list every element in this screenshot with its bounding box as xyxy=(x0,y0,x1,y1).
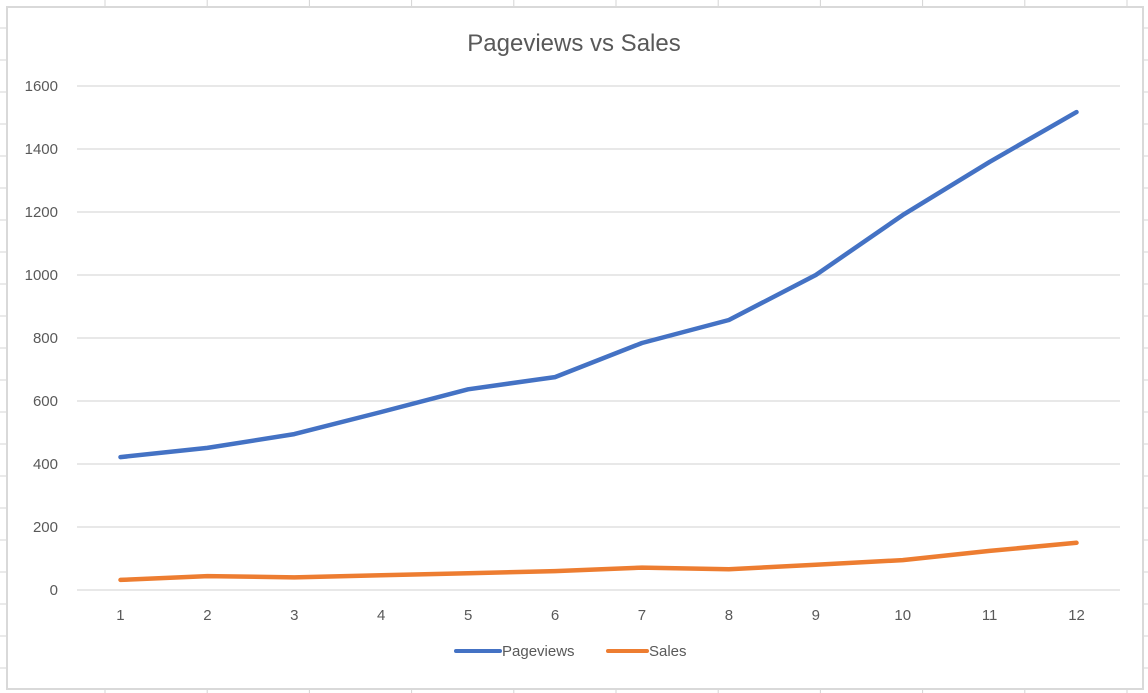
y-tick-label: 1400 xyxy=(25,141,58,158)
x-tick-label: 7 xyxy=(638,607,646,624)
series-lines xyxy=(118,109,1079,583)
x-axis-labels: 1 2 3 4 5 6 7 8 9 10 11 12 xyxy=(116,607,1085,624)
series-line-sales[interactable] xyxy=(118,540,1079,583)
y-gridlines xyxy=(77,85,1120,591)
y-tick-label: 200 xyxy=(33,519,58,536)
series-line-pageviews[interactable] xyxy=(118,109,1079,460)
x-tick-label: 4 xyxy=(377,607,385,624)
y-tick-label: 1000 xyxy=(25,267,58,284)
y-tick-label: 1600 xyxy=(25,78,58,95)
x-tick-label: 12 xyxy=(1068,607,1085,624)
legend-label-sales: Sales xyxy=(649,643,687,660)
x-tick-label: 11 xyxy=(982,607,998,624)
x-tick-label: 3 xyxy=(290,607,298,624)
x-tick-label: 2 xyxy=(203,607,211,624)
chart-container[interactable]: Pageviews vs Sales 0 200 400 600 800 1000 1200… xyxy=(6,6,1144,690)
x-tick-label: 9 xyxy=(812,607,820,624)
chart-legend[interactable]: Pageviews Sales xyxy=(454,643,687,660)
line-chart: Pageviews vs Sales 0 200 400 600 800 1000 1200… xyxy=(25,30,1120,660)
x-tick-label: 6 xyxy=(551,607,559,624)
x-tick-label: 5 xyxy=(464,607,472,624)
y-tick-label: 800 xyxy=(33,330,58,347)
y-tick-label: 600 xyxy=(33,393,58,410)
x-tick-label: 10 xyxy=(894,607,911,624)
x-tick-label: 8 xyxy=(725,607,733,624)
legend-item-sales[interactable]: Sales xyxy=(606,643,687,660)
chart-title: Pageviews vs Sales xyxy=(467,30,680,57)
legend-item-pageviews[interactable]: Pageviews xyxy=(454,643,575,660)
y-axis-labels: 0 200 400 600 800 1000 1200 1400 1600 xyxy=(25,78,58,599)
y-tick-label: 400 xyxy=(33,456,58,473)
y-tick-label: 0 xyxy=(50,582,58,599)
x-tick-label: 1 xyxy=(116,607,124,624)
y-tick-label: 1200 xyxy=(25,204,58,221)
legend-label-pageviews: Pageviews xyxy=(502,643,575,660)
